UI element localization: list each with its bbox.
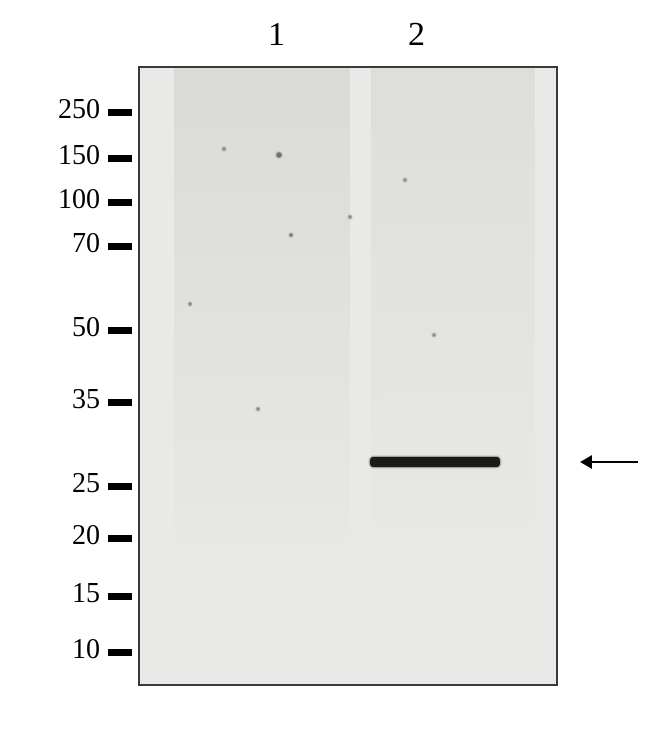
lane-label-1: 1 [268,16,285,54]
speck-5 [256,407,260,411]
mw-tick-20 [108,535,132,542]
speck-1 [276,152,282,158]
mw-label-250: 250 [30,96,100,124]
mw-tick-35 [108,399,132,406]
mw-tick-15 [108,593,132,600]
mw-label-15: 15 [30,580,100,608]
western-blot-figure: 1 2 250 150 100 70 50 35 25 20 15 10 [0,0,650,732]
mw-label-25: 25 [30,470,100,498]
mw-label-50: 50 [30,314,100,342]
mw-tick-25 [108,483,132,490]
mw-label-70: 70 [30,230,100,258]
speck-0 [222,147,226,151]
lane-label-2: 2 [408,16,425,54]
speck-3 [348,215,352,219]
mw-label-20: 20 [30,522,100,550]
mw-label-10: 10 [30,636,100,664]
band-arrow-shaft [592,461,638,463]
speck-7 [403,178,407,182]
blot-membrane [138,66,558,686]
mw-tick-70 [108,243,132,250]
band-arrow-head [580,455,592,469]
mw-label-100: 100 [30,186,100,214]
mw-label-150: 150 [30,142,100,170]
lane-bg-1 [174,68,350,684]
mw-tick-50 [108,327,132,334]
mw-tick-10 [108,649,132,656]
mw-tick-150 [108,155,132,162]
speck-6 [432,333,436,337]
mw-tick-250 [108,109,132,116]
mw-label-35: 35 [30,386,100,414]
mw-tick-100 [108,199,132,206]
band-lane2-28kda [370,457,500,467]
lane-bg-2 [371,68,535,684]
